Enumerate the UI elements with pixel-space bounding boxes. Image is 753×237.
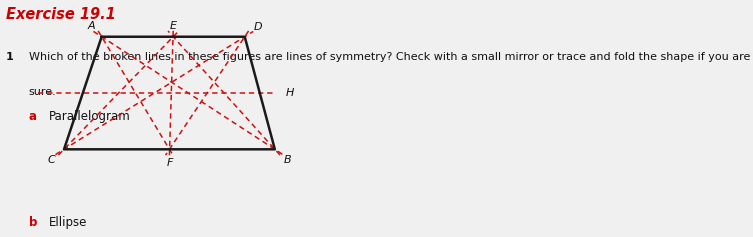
Text: C: C — [47, 155, 55, 165]
Text: sure.: sure. — [29, 87, 56, 96]
Text: Parallelogram: Parallelogram — [49, 110, 131, 123]
Text: Ellipse: Ellipse — [49, 216, 87, 229]
Text: a: a — [29, 110, 37, 123]
Text: H: H — [285, 88, 294, 98]
Text: B: B — [284, 155, 291, 165]
Text: A: A — [88, 21, 96, 31]
Text: 1: 1 — [6, 52, 14, 62]
Text: D: D — [254, 22, 262, 32]
Text: Which of the broken lines in these figures are lines of symmetry? Check with a s: Which of the broken lines in these figur… — [29, 52, 753, 62]
Text: F: F — [166, 158, 172, 168]
Text: b: b — [29, 216, 37, 229]
Text: Exercise 19.1: Exercise 19.1 — [6, 7, 116, 22]
Text: E: E — [169, 21, 177, 31]
